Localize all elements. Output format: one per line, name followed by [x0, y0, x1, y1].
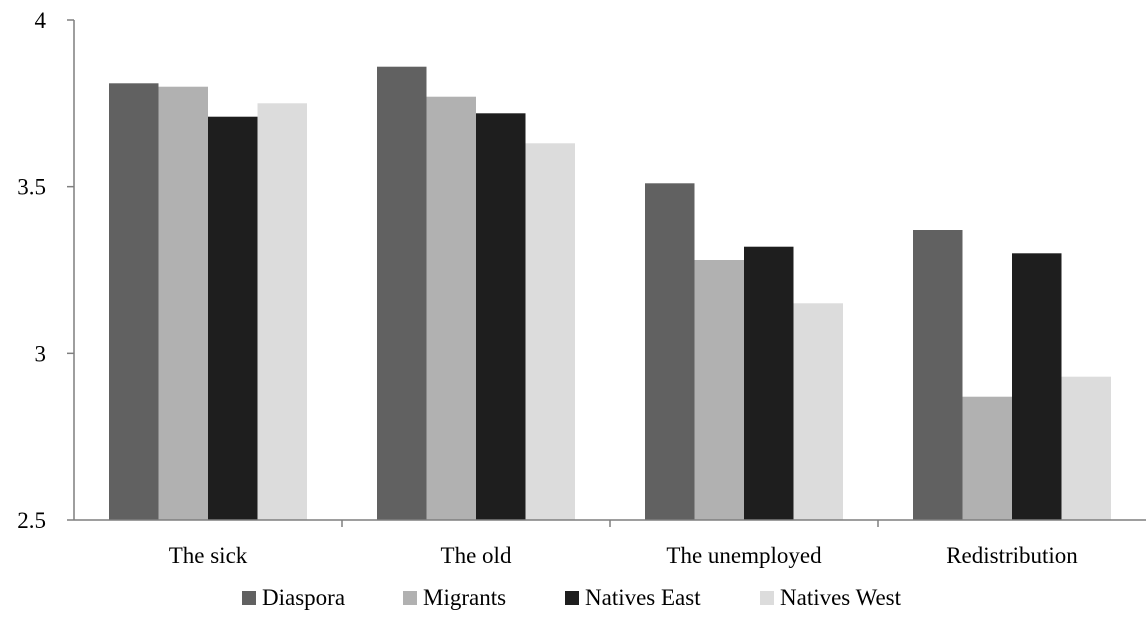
legend-swatch-natives-east: [565, 591, 579, 605]
bar-natives-east-3: [744, 246, 794, 520]
category-label: The sick: [169, 543, 248, 568]
bar-natives-east-2: [476, 113, 526, 521]
legend-swatch-migrants: [403, 591, 417, 605]
labels-layer: 2.5 3 3.5 4 The sick The old The unemployed Red…: [17, 8, 1078, 568]
bar-migrants-2: [426, 96, 476, 520]
legend-label: Natives East: [585, 585, 701, 610]
legend-swatch-diaspora: [242, 591, 256, 605]
legend-swatch-natives-west: [760, 591, 774, 605]
bar-migrants-4: [962, 396, 1012, 520]
bar-natives-east-1: [208, 116, 258, 520]
bar-migrants-1: [158, 86, 208, 520]
bar-natives-west-2: [525, 143, 575, 521]
bar-natives-east-4: [1012, 253, 1062, 521]
bar-migrants-3: [694, 260, 744, 520]
legend-label: Natives West: [780, 585, 902, 610]
y-tick-label: 3.5: [17, 175, 46, 200]
bar-diaspora-2: [377, 66, 427, 520]
bar-natives-west-3: [793, 303, 843, 520]
category-label: The unemployed: [666, 543, 822, 568]
bar-diaspora-4: [913, 230, 963, 520]
legend: Diaspora Migrants Natives East Natives West: [242, 585, 902, 610]
bar-diaspora-3: [645, 183, 695, 521]
bars-layer: [109, 66, 1111, 521]
axes-layer: [67, 19, 1146, 527]
bar-diaspora-1: [109, 83, 159, 521]
y-tick-label: 2.5: [17, 508, 46, 533]
y-tick-label: 4: [35, 8, 47, 33]
y-tick-label: 3: [35, 341, 47, 366]
category-label: Redistribution: [946, 543, 1078, 568]
bar-natives-west-1: [257, 103, 307, 521]
legend-label: Diaspora: [262, 585, 345, 610]
bar-natives-west-4: [1061, 376, 1111, 520]
category-label: The old: [441, 543, 512, 568]
legend-label: Migrants: [423, 585, 506, 610]
